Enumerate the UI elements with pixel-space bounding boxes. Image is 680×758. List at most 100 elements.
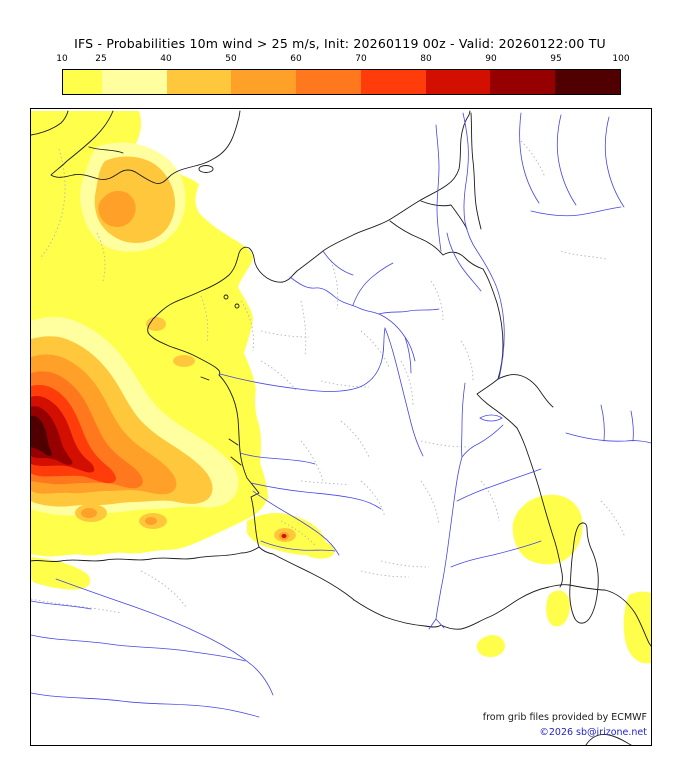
colorbar-segment xyxy=(231,70,297,94)
colorbar-segment xyxy=(425,70,491,94)
admin-line xyxy=(560,250,607,260)
prob-spot-pyrenees-inner xyxy=(281,534,287,538)
river-germany-1 xyxy=(519,112,540,204)
coastline-bristol-channel xyxy=(88,146,124,154)
coastline-ireland xyxy=(31,110,69,136)
coastline-belgium-netherlands xyxy=(388,110,471,221)
prob-contour-pyrenees-yellow-east xyxy=(301,538,335,559)
colorbar-gradient xyxy=(62,69,621,95)
probability-field xyxy=(31,111,651,664)
admin-line xyxy=(400,360,414,408)
colorbar-segment xyxy=(555,70,620,94)
colorbar-segment xyxy=(296,70,361,94)
coastline-corsica xyxy=(569,522,599,624)
river-po-tributary xyxy=(600,404,605,442)
prob-contour-level-3-nw xyxy=(98,190,136,227)
colorbar-segment xyxy=(360,70,426,94)
attribution-copyright: ©2026 sb@irizone.net xyxy=(539,727,647,738)
colorbar-tick-label: 100 xyxy=(612,54,630,64)
admin-line xyxy=(280,520,316,546)
border-benelux-germany xyxy=(470,112,482,230)
colorbar-tick-label: 10 xyxy=(56,54,68,64)
ile-de-re xyxy=(228,438,239,446)
admin-line xyxy=(31,598,122,614)
admin-line xyxy=(300,480,350,486)
channel-island xyxy=(234,303,240,309)
river-garonne xyxy=(252,490,340,556)
river-po xyxy=(565,432,651,444)
isle-of-wight xyxy=(198,165,214,173)
river-seine xyxy=(289,276,416,362)
colorbar-tick-label: 80 xyxy=(420,54,432,64)
colorbar-tick-label: 95 xyxy=(550,54,562,64)
river-meuse xyxy=(435,124,442,252)
admin-line xyxy=(420,480,440,526)
lake-geneva xyxy=(479,414,503,422)
colorbar-tick-label: 90 xyxy=(485,54,497,64)
border-belgium-netherlands xyxy=(420,200,468,230)
coastline-sardinia-north xyxy=(585,734,632,745)
border-france-belgium xyxy=(389,220,484,270)
ile-oleron xyxy=(230,456,242,466)
colorbar-tick-label: 40 xyxy=(160,54,172,64)
admin-line xyxy=(320,380,370,388)
coastlines-borders xyxy=(31,110,651,745)
admin-line xyxy=(420,440,470,448)
river-po-tributary-2 xyxy=(630,410,634,442)
admin-line xyxy=(330,260,339,310)
admin-line xyxy=(300,440,324,482)
river-rhone-delta xyxy=(428,618,445,630)
border-switzerland-north xyxy=(497,374,554,408)
colorbar-segment xyxy=(63,70,102,94)
attribution: from grib files provided by ECMWF ©2026 … xyxy=(483,712,648,738)
river-rhine xyxy=(462,112,505,380)
colorbar-tick-label: 70 xyxy=(355,54,367,64)
colorbar-tick-label: 50 xyxy=(225,54,237,64)
river-tajo xyxy=(31,692,260,718)
prob-contour-corsica-west xyxy=(512,494,583,565)
prob-spot-brittany-tip xyxy=(146,317,166,331)
admin-line xyxy=(260,330,310,338)
rivers xyxy=(31,112,651,718)
river-somme xyxy=(322,250,354,276)
admin-line xyxy=(380,560,430,568)
river-germany-4 xyxy=(530,206,622,217)
admin-line xyxy=(240,300,254,352)
admin-line xyxy=(360,330,390,368)
admin-line xyxy=(430,280,444,322)
colorbar: 10 25 40 50 60 70 80 90 95 100 xyxy=(56,54,630,95)
admin-line xyxy=(200,295,209,344)
river-yonne xyxy=(404,336,412,374)
maritime-dotted-line xyxy=(40,148,66,258)
river-germany-3 xyxy=(604,116,625,208)
river-isere xyxy=(456,468,542,502)
river-oise xyxy=(352,262,394,306)
colorbar-tick-labels: 10 25 40 50 60 70 80 90 95 100 xyxy=(56,54,629,69)
border-france-spain-pyrenees xyxy=(258,546,355,601)
river-moselle xyxy=(446,232,482,292)
river-spain-north xyxy=(31,600,92,610)
river-rhone xyxy=(435,456,463,620)
river-loire-upper xyxy=(384,327,424,457)
map-title: IFS - Probabilities 10m wind > 25 m/s, I… xyxy=(74,36,606,51)
channel-island xyxy=(223,294,229,300)
river-adour xyxy=(260,540,336,552)
river-loire xyxy=(219,327,386,392)
river-dordogne xyxy=(250,482,382,510)
river-ebro xyxy=(55,578,274,696)
admin-line xyxy=(520,140,546,178)
admin-boundaries xyxy=(31,140,626,614)
admin-line xyxy=(460,340,474,382)
admin-line xyxy=(300,300,307,356)
river-charente xyxy=(239,452,316,465)
river-germany-2 xyxy=(556,114,577,206)
prob-spot-cantabria-2-core xyxy=(145,517,157,525)
prob-spot-cantabria-1-core xyxy=(81,508,97,518)
river-marne xyxy=(378,308,440,315)
weather-map: from grib files provided by ECMWF ©2026 … xyxy=(31,110,651,745)
river-duero xyxy=(31,634,246,662)
colorbar-segment xyxy=(101,70,167,94)
colorbar-tick-label: 60 xyxy=(290,54,302,64)
border-france-italy xyxy=(516,427,563,588)
attribution-ecmwf: from grib files provided by ECMWF xyxy=(483,712,647,723)
